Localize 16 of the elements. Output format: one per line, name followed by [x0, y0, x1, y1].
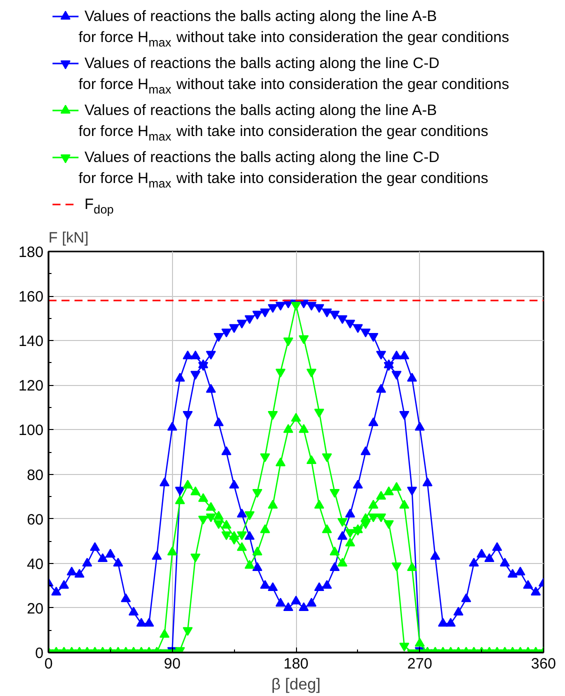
y-tick-label: 60 [26, 511, 44, 528]
y-tick-label: 40 [26, 556, 44, 573]
y-tick-label: 140 [18, 333, 44, 350]
y-tick-label: 80 [26, 466, 44, 484]
x-tick-label: 270 [407, 656, 432, 672]
x-tick-label: 180 [283, 656, 309, 672]
y-tick-label: 120 [18, 378, 44, 395]
x-axis-title: β [deg] [271, 676, 321, 694]
x-tick-label: 360 [530, 656, 556, 672]
x-tick-label: 90 [164, 656, 181, 672]
y-tick-label: 180 [18, 244, 44, 261]
y-axis-title: F [kN] [48, 230, 88, 246]
y-tick-label: 20 [26, 600, 44, 618]
y-tick-label: 160 [18, 288, 44, 306]
y-tick-label: 0 [35, 645, 44, 662]
y-tick-label: 100 [18, 422, 44, 440]
